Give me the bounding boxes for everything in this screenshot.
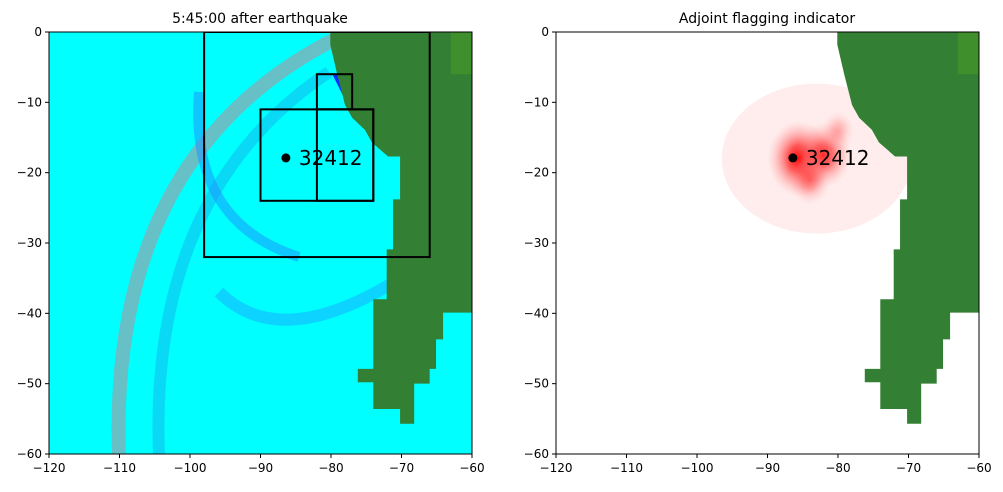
y-tick-label: −50 <box>17 377 42 391</box>
x-tick-label: −110 <box>103 461 136 475</box>
gauge-label: 32412 <box>806 146 870 170</box>
wave-front <box>152 67 333 454</box>
gauge-marker <box>281 153 291 163</box>
y-tick-label: −40 <box>524 306 549 320</box>
refinement-region <box>203 32 431 259</box>
y-tick-label: −40 <box>17 306 42 320</box>
x-tick-label: −80 <box>825 461 850 475</box>
y-tick-label: −10 <box>17 95 42 109</box>
flag-hotspot <box>821 110 855 151</box>
y-tick-label: −30 <box>17 236 42 250</box>
x-tick-label: −120 <box>540 461 573 475</box>
left-panel: 32412 −120 −110 −100 −90 −80 −70 −60 0 −10 −20 −30 −… <box>17 25 485 475</box>
outer-wave-front <box>111 32 343 454</box>
right-title: Adjoint flagging indicator <box>679 11 856 27</box>
gauge-label: 32412 <box>299 146 363 170</box>
y-tick-label: −30 <box>524 236 549 250</box>
plot-area <box>556 32 979 454</box>
land <box>837 32 979 424</box>
y-tick-label: −10 <box>524 95 549 109</box>
plot-area <box>49 32 472 454</box>
x-tick-label: −60 <box>459 461 484 475</box>
x-tick-label: −90 <box>755 461 780 475</box>
y-tick-label: −60 <box>17 447 42 461</box>
x-tick-label: −120 <box>33 461 66 475</box>
x-tick-label: −80 <box>318 461 343 475</box>
x-tick-label: −70 <box>896 461 921 475</box>
y-tick-label: −20 <box>17 166 42 180</box>
land-highland <box>450 32 472 75</box>
gauge-marker <box>788 153 798 163</box>
right-panel: 32412 −120 −110 −100 −90 −80 −70 −60 0 −10 −20 −30 −… <box>524 25 992 475</box>
x-tick-label: −60 <box>966 461 991 475</box>
x-tick-label: −100 <box>681 461 714 475</box>
refinement-region <box>315 73 354 111</box>
y-tick-label: −60 <box>524 447 549 461</box>
flag-hotspot <box>788 154 831 205</box>
lower-wave-front <box>214 276 398 326</box>
y-tick-label: −50 <box>524 377 549 391</box>
x-tick-label: −100 <box>174 461 207 475</box>
land-highland <box>957 32 979 75</box>
x-tick-label: −70 <box>389 461 414 475</box>
inner-wave-front <box>193 91 301 262</box>
land <box>330 32 472 424</box>
x-tick-label: −110 <box>610 461 643 475</box>
y-tick-label: 0 <box>541 25 549 39</box>
y-tick-label: −20 <box>524 166 549 180</box>
left-title: 5:45:00 after earthquake <box>172 11 348 27</box>
x-tick-label: −90 <box>248 461 273 475</box>
y-tick-label: 0 <box>34 25 42 39</box>
